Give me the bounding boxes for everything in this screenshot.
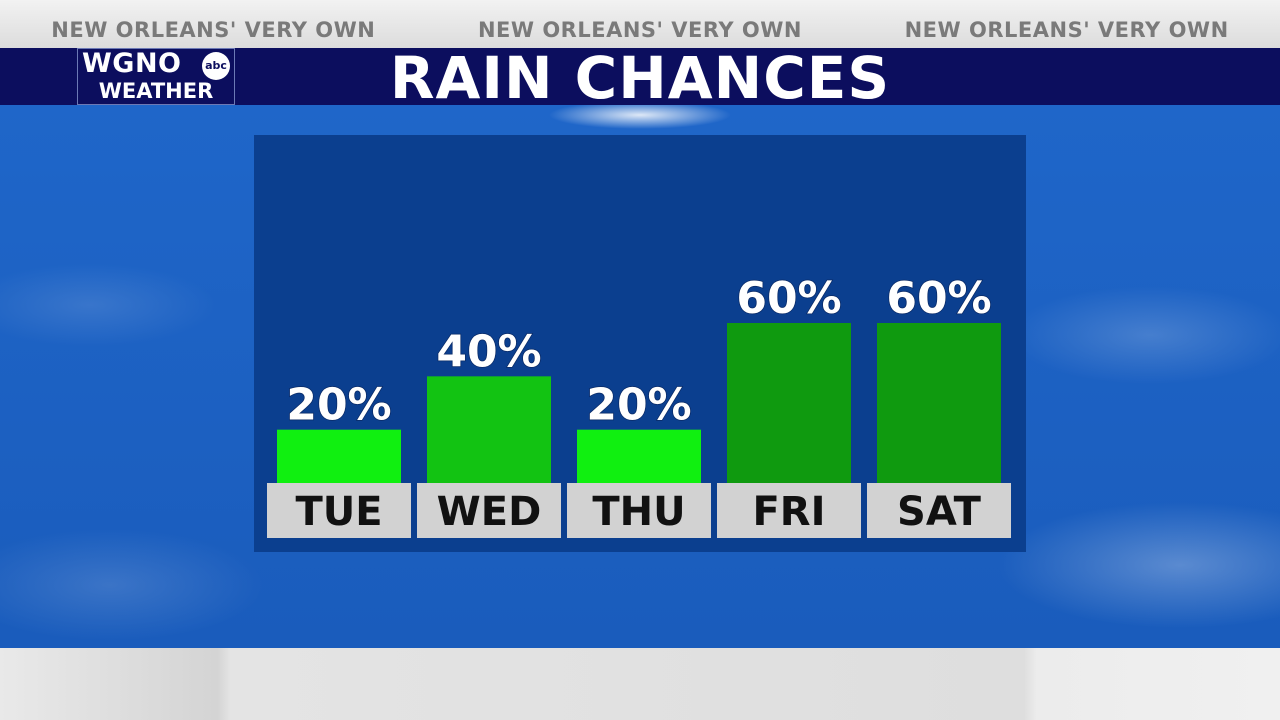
day-label-sat: SAT <box>897 489 982 535</box>
bottom-strip <box>0 648 1280 720</box>
day-label-box-sat <box>867 483 1011 538</box>
day-label-box-tue <box>267 483 411 538</box>
bar-fri <box>727 323 851 483</box>
day-label-wed: WED <box>437 489 542 535</box>
bar-wed <box>427 376 551 483</box>
data-label-fri: 60% <box>736 273 841 324</box>
data-label-sat: 60% <box>886 273 991 324</box>
day-label-fri: FRI <box>752 489 825 535</box>
day-label-box-thu <box>567 483 711 538</box>
day-label-thu: THU <box>592 489 685 535</box>
bar-chart-svg: 20% TUE 40% WED 20% THU 60% FRI 60% SAT <box>267 272 1011 538</box>
network-logo-icon: abc <box>202 52 230 80</box>
day-label-box-wed <box>417 483 561 538</box>
tagline: NEW ORLEANS' VERY OWN <box>477 18 803 42</box>
station-logo: WGNO abc WEATHER <box>77 48 235 105</box>
tagline: NEW ORLEANS' VERY OWN <box>51 18 376 42</box>
tagline: NEW ORLEANS' VERY OWN <box>904 18 1229 42</box>
rain-chance-chart: 20% TUE 40% WED 20% THU 60% FRI 60% SAT <box>254 135 1026 552</box>
bar-sat <box>877 323 1001 483</box>
data-label-wed: 40% <box>436 326 541 377</box>
tagline-strip: NEW ORLEANS' VERY OWN NEW ORLEANS' VERY … <box>0 0 1280 48</box>
bar-thu <box>577 429 701 483</box>
page-title: RAIN CHANCES <box>389 44 891 112</box>
bar-tue <box>277 429 401 483</box>
logo-callsign: WGNO <box>82 48 182 79</box>
data-label-thu: 20% <box>586 380 691 431</box>
logo-subtitle: WEATHER <box>98 79 214 103</box>
day-label-box-fri <box>717 483 861 538</box>
data-label-tue: 20% <box>286 380 391 431</box>
day-label-tue: TUE <box>295 489 382 535</box>
